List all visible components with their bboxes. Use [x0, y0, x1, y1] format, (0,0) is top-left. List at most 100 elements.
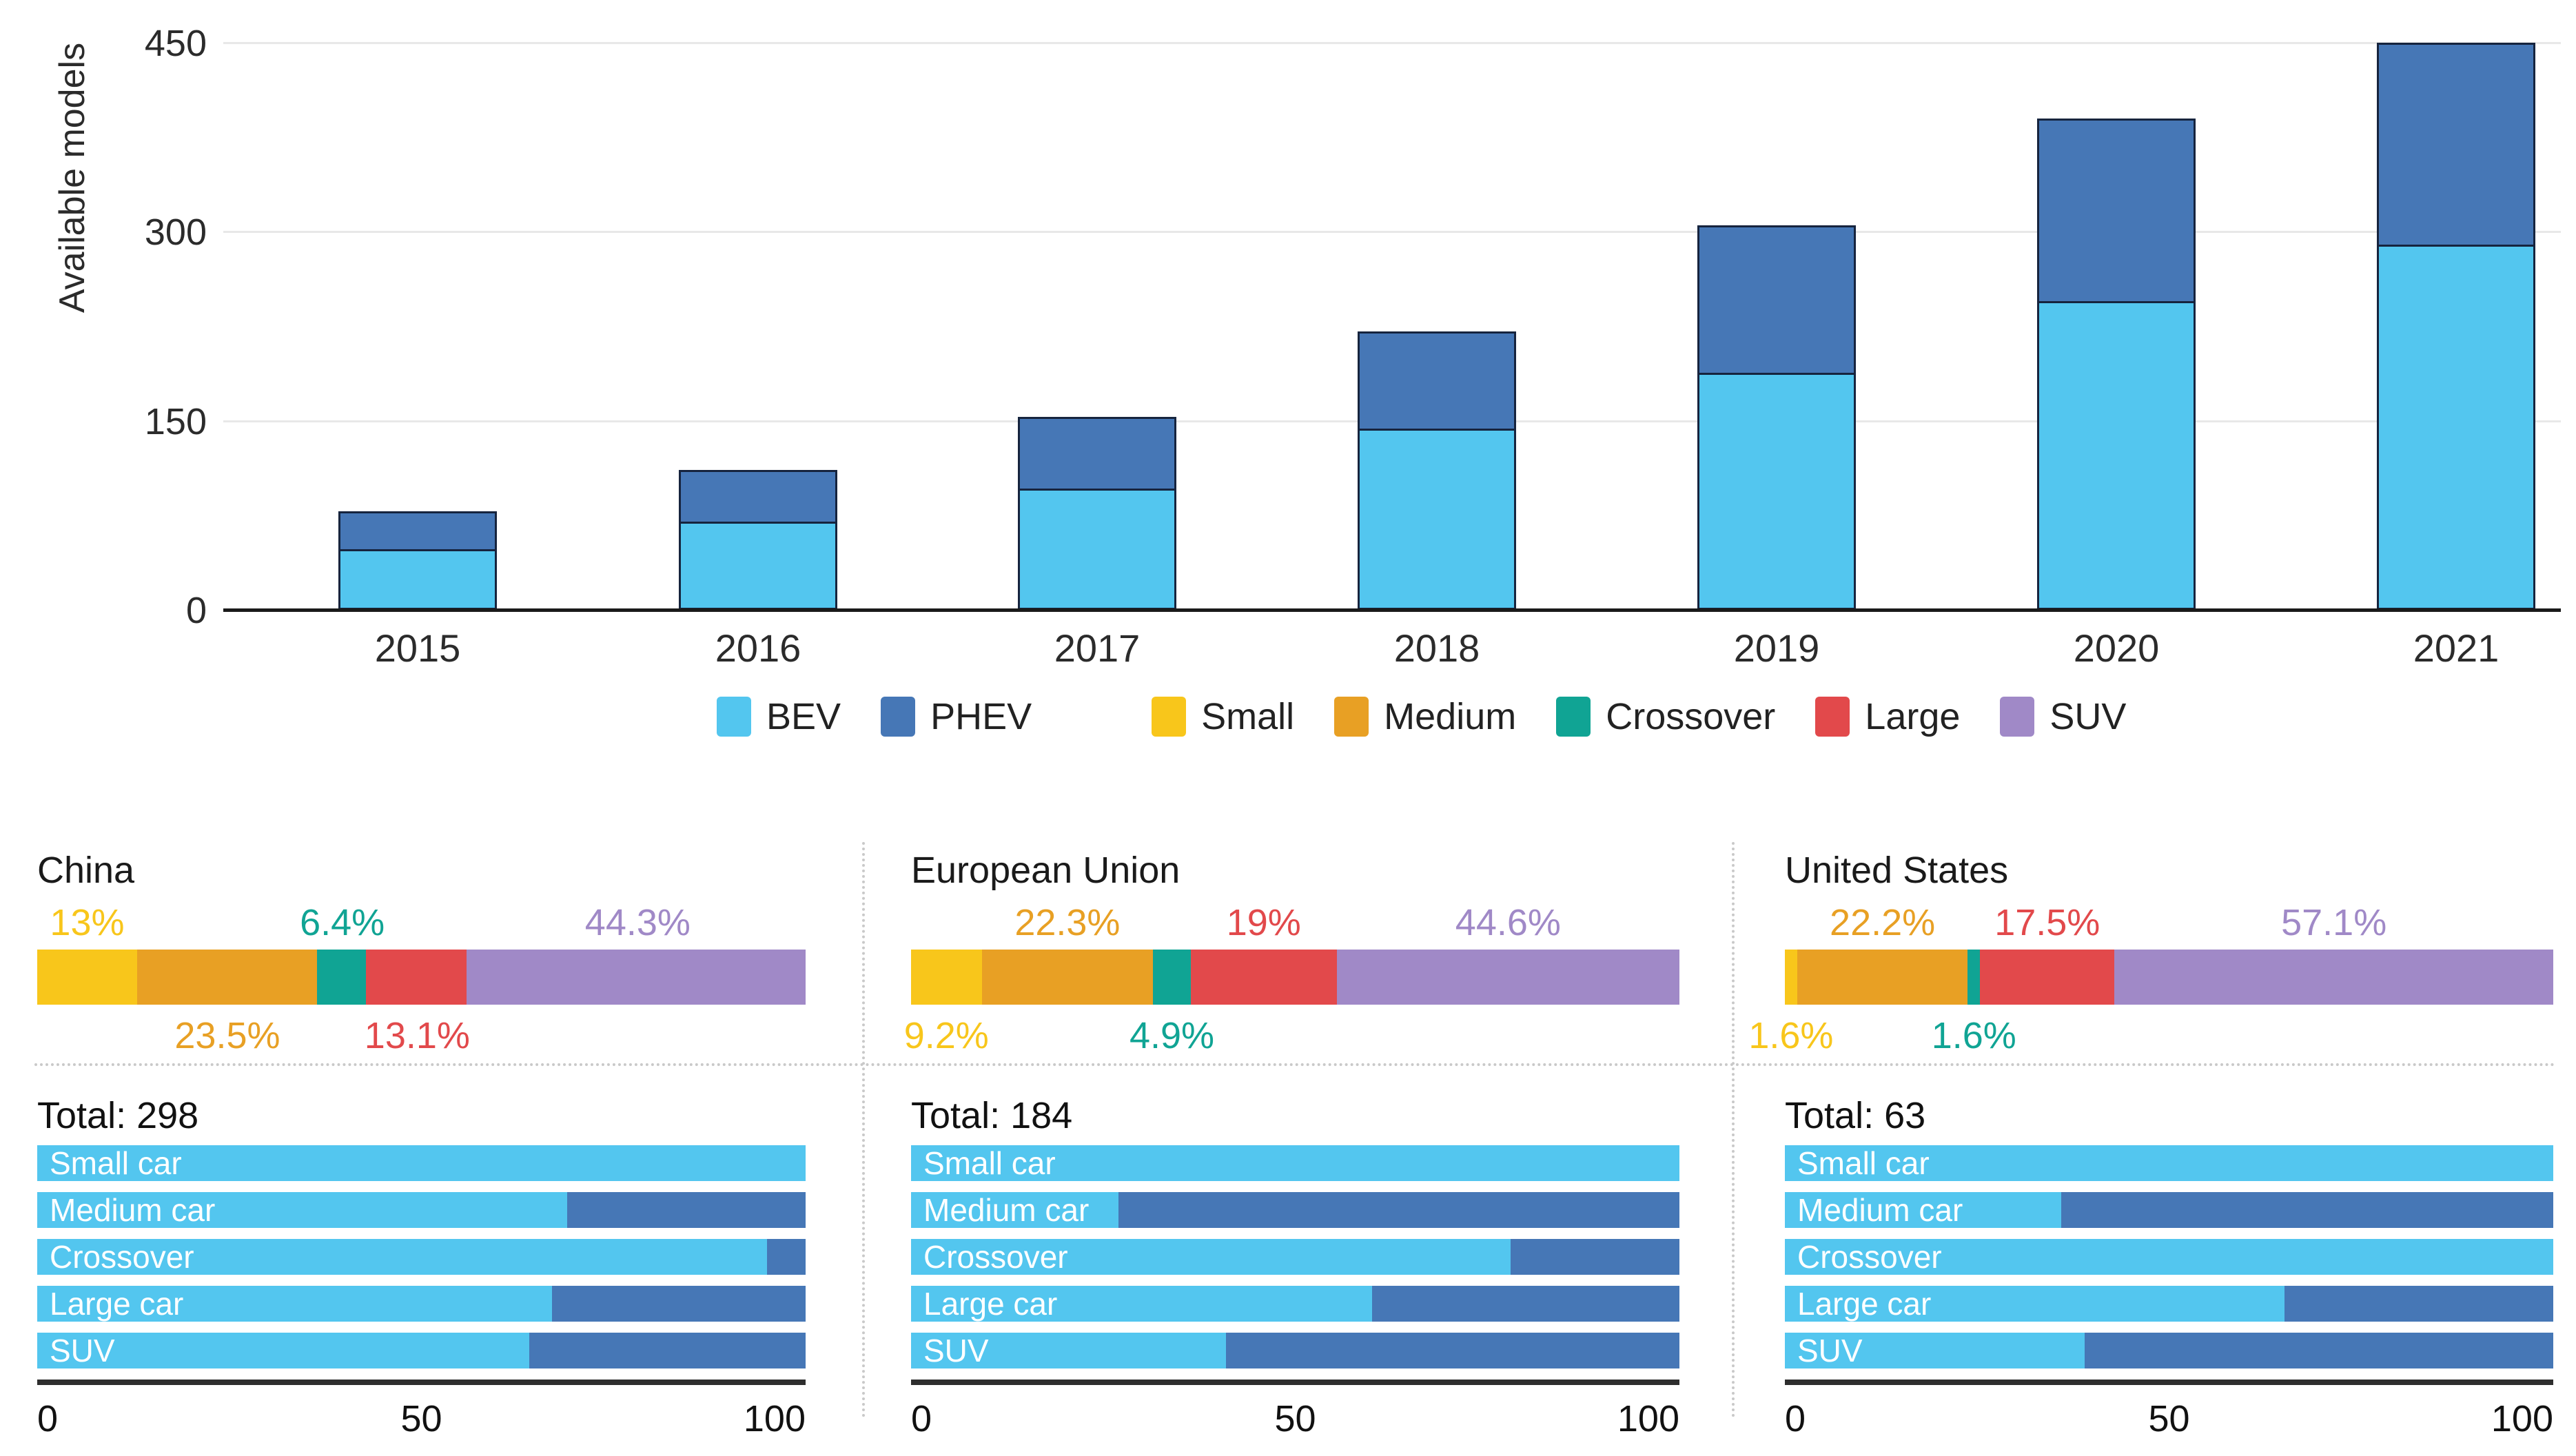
row-bev-segment: [37, 1145, 806, 1181]
legend-swatch-suv: [2000, 697, 2035, 737]
legend-swatch-small: [1152, 697, 1187, 737]
legend-item-suv: SUV: [2000, 695, 2126, 738]
row-small-car: Small car: [37, 1145, 806, 1181]
bar-2015-phev: [338, 511, 497, 552]
legend-item-crossover: Crossover: [1556, 695, 1775, 738]
panel-china: China 13% 23.5% 6.4% 13.1% 44.3% Total: 298 Sma…: [37, 820, 806, 1440]
segment-label-large: 13.1%: [364, 1015, 470, 1056]
segment-medium: [981, 950, 1154, 1005]
segment-large: [1190, 950, 1337, 1005]
row-bev-segment: [911, 1239, 1511, 1275]
panel-x-tick-50: 50: [1274, 1398, 1316, 1439]
row-label: SUV: [1797, 1333, 1863, 1368]
row-medium-car: Medium car: [37, 1192, 806, 1228]
panel-x-tick-100: 100: [1617, 1398, 1679, 1439]
row-label: Small car: [923, 1145, 1056, 1181]
row-label: Medium car: [1797, 1192, 1963, 1228]
legend-swatch-large: [1815, 697, 1850, 737]
x-tick-label-2020: 2020: [2073, 626, 2160, 670]
row-crossover: Crossover: [1785, 1239, 2553, 1275]
bar-2016-bev: [679, 521, 837, 610]
panel-european-union: European Union 9.2% 22.3% 4.9% 19% 44.6% Total…: [904, 820, 1679, 1440]
row-phev-segment: [1510, 1239, 1679, 1275]
panel-title: United States: [1785, 850, 2009, 891]
row-label: Medium car: [50, 1192, 216, 1228]
row-bev-segment: [911, 1145, 1679, 1181]
x-tick-label-2019: 2019: [1733, 626, 1820, 670]
row-small-car: Small car: [911, 1145, 1679, 1181]
legend-label-small: Small: [1201, 696, 1295, 737]
row-label: Small car: [1797, 1145, 1930, 1181]
gridline-450: [223, 42, 2561, 44]
row-label: Small car: [50, 1145, 182, 1181]
row-bev-segment: [911, 1192, 1119, 1228]
panel-x-tick-0: 0: [1785, 1398, 1806, 1439]
panel-united-states: United States 1.6% 22.2% 1.6% 17.5% 57.1% Tota…: [1748, 820, 2553, 1440]
bar-2017-bev: [1018, 489, 1176, 610]
panel-x-tick-0: 0: [911, 1398, 932, 1439]
legend-label-bev: BEV: [766, 696, 841, 737]
panel-x-tick-50: 50: [2148, 1398, 2190, 1439]
row-phev-segment: [552, 1286, 806, 1322]
row-medium-car: Medium car: [1785, 1192, 2553, 1228]
bar-2020-phev: [2037, 118, 2196, 303]
row-label: Crossover: [50, 1239, 194, 1275]
segment-label-crossover: 6.4%: [300, 902, 385, 943]
row-large-car: Large car: [37, 1286, 806, 1322]
segment-label-small: 9.2%: [903, 1015, 989, 1056]
vertical-dotted-separator-1: [862, 842, 865, 1417]
row-large-car: Large car: [1785, 1286, 2553, 1322]
x-tick-label-2021: 2021: [2413, 626, 2500, 670]
y-tick-label-150: 150: [144, 400, 207, 442]
segment-label-crossover: 1.6%: [1931, 1015, 2016, 1056]
row-phev-segment: [1118, 1192, 1679, 1228]
row-bev-segment: [911, 1286, 1372, 1322]
segment-bar: [37, 950, 806, 1005]
row-label: Crossover: [923, 1239, 1068, 1275]
y-tick-label-300: 300: [144, 212, 207, 254]
panel-x-tick-100: 100: [743, 1398, 806, 1439]
bar-2018-phev: [1358, 331, 1516, 431]
row-bev-segment: [1785, 1333, 2085, 1368]
gridline-300: [223, 231, 2561, 234]
x-tick-label-2015: 2015: [374, 626, 461, 670]
panel-x-axis: [37, 1380, 806, 1385]
row-label: SUV: [50, 1333, 115, 1368]
legend-item-bev: BEV: [717, 695, 841, 738]
bar-2017-phev: [1018, 417, 1176, 491]
segment-small: [911, 950, 982, 1005]
row-medium-car: Medium car: [911, 1192, 1679, 1228]
row-bev-segment: [37, 1286, 553, 1322]
row-phev-segment: [529, 1333, 806, 1368]
segment-crossover: [1967, 950, 1981, 1005]
row-suv: SUV: [1785, 1333, 2553, 1368]
legend-label-suv: SUV: [2049, 696, 2127, 737]
legend-swatch-crossover: [1556, 697, 1591, 737]
panel-x-axis: [911, 1380, 1679, 1385]
row-phev-segment: [2284, 1286, 2553, 1322]
vertical-dotted-separator-2: [1732, 842, 1735, 1417]
row-bev-segment: [1785, 1239, 2553, 1275]
segment-suv: [1336, 950, 1679, 1005]
row-suv: SUV: [911, 1333, 1679, 1368]
legend-label-medium: Medium: [1384, 696, 1517, 737]
bar-2016-phev: [679, 469, 837, 524]
legend-item-medium: Medium: [1334, 695, 1516, 738]
row-label: Medium car: [923, 1192, 1090, 1228]
segment-label-small: 13%: [50, 902, 125, 943]
legend-swatch-phev: [881, 697, 916, 737]
legend-label-large: Large: [1865, 696, 1961, 737]
total-label: Total: 63: [1785, 1095, 1926, 1136]
bar-2021-bev: [2377, 244, 2535, 610]
panel-x-tick-100: 100: [2491, 1398, 2553, 1439]
segment-large: [365, 950, 467, 1005]
legend-label-phev: PHEV: [930, 696, 1032, 737]
segment-label-medium: 23.5%: [174, 1015, 280, 1056]
row-bev-segment: [911, 1333, 1227, 1368]
segment-label-suv: 44.6%: [1455, 902, 1561, 943]
row-bev-segment: [37, 1239, 768, 1275]
x-tick-label-2016: 2016: [715, 626, 801, 670]
row-crossover: Crossover: [911, 1239, 1679, 1275]
panel-x-axis: [1785, 1380, 2553, 1385]
row-phev-segment: [2084, 1333, 2553, 1368]
